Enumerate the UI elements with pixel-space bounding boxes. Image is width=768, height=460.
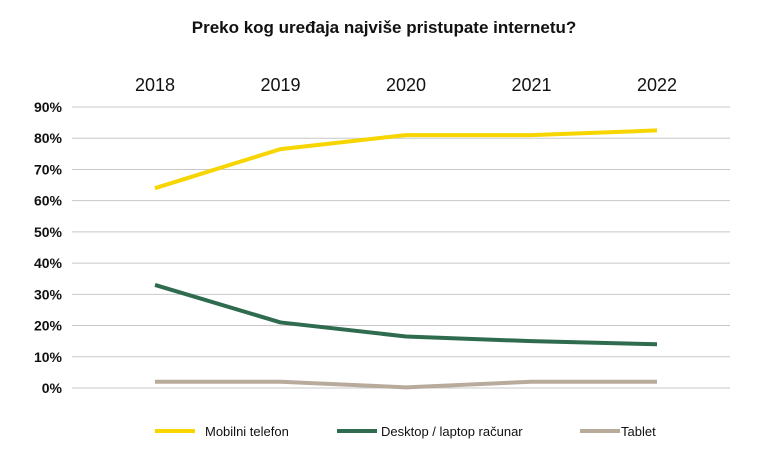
x-axis-ticks: 2018 2019 2020 2021 2022 [135,75,677,95]
y-tick-label: 70% [34,161,63,177]
series-lines [154,128,658,390]
x-tick-label: 2022 [637,75,677,95]
y-axis-ticks: 0% 10% 20% 30% 40% 50% 60% 70% 80% 90% [34,99,63,396]
y-tick-label: 80% [34,130,63,146]
x-tick-label: 2021 [511,75,551,95]
y-tick-label: 0% [42,380,63,396]
x-tick-label: 2020 [386,75,426,95]
legend-label: Tablet [621,424,656,439]
legend-label: Desktop / laptop računar [381,424,523,439]
series-line-1 [154,283,658,347]
gridlines [72,106,730,389]
y-tick-label: 10% [34,349,63,365]
series-line-2 [155,379,657,390]
y-tick-label: 50% [34,224,63,240]
x-tick-label: 2019 [260,75,300,95]
legend: Mobilni telefon Desktop / laptop računar T… [155,424,656,439]
chart-title: Preko kog uređaja najviše pristupate int… [192,18,577,37]
y-tick-label: 90% [34,99,63,115]
series-line-0 [154,128,658,191]
y-tick-label: 40% [34,255,63,271]
y-tick-label: 30% [34,286,63,302]
y-tick-label: 20% [34,318,63,334]
y-tick-label: 60% [34,193,63,209]
x-tick-label: 2018 [135,75,175,95]
legend-label: Mobilni telefon [205,424,289,439]
